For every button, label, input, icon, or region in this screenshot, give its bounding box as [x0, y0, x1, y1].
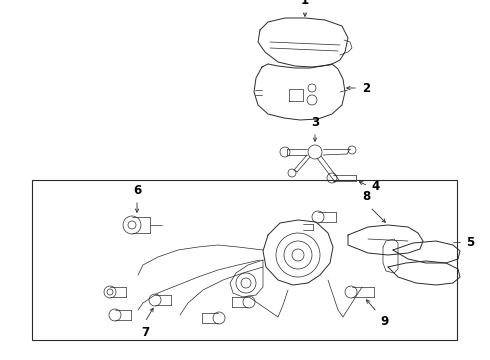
Text: 3: 3	[311, 116, 319, 129]
Text: 7: 7	[141, 326, 149, 339]
Text: 5: 5	[466, 235, 474, 248]
Text: 1: 1	[301, 0, 309, 7]
Text: 4: 4	[371, 180, 379, 194]
Text: 2: 2	[362, 81, 370, 94]
Bar	[32, 180, 457, 340]
Text: 8: 8	[362, 190, 370, 203]
Text: 9: 9	[380, 315, 388, 328]
Text: 6: 6	[133, 184, 141, 197]
